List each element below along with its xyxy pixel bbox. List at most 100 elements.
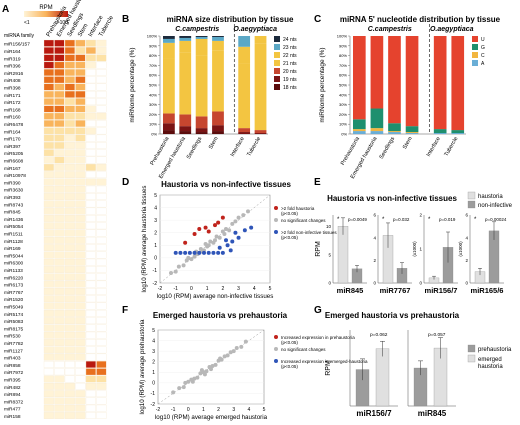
scatter-point-gray bbox=[218, 356, 223, 361]
heatmap-cell bbox=[75, 178, 86, 186]
p-value-label: p=0.019 bbox=[439, 217, 456, 222]
panel-g: G Emerged haustoria vs prehaustoria preh… bbox=[314, 305, 512, 418]
y-tick-label: 50% bbox=[149, 83, 157, 88]
heatmap-cell bbox=[43, 353, 54, 361]
y-axis-label: log10 (RPM) average prehaustoria bbox=[139, 319, 146, 414]
stacked-bar-segment bbox=[195, 132, 208, 134]
y-tick-label: -2 bbox=[153, 281, 158, 287]
heatmap-cell bbox=[64, 258, 75, 266]
stacked-bar-segment bbox=[179, 37, 192, 41]
heatmap-cell bbox=[85, 339, 96, 346]
heatmap-cell bbox=[96, 258, 107, 266]
heatmap-cell bbox=[64, 368, 75, 376]
scatter-point-gray bbox=[202, 372, 207, 377]
heatmap-cell bbox=[43, 215, 54, 222]
heatmap-cell bbox=[96, 412, 107, 419]
legend-label: 19 nts bbox=[283, 77, 297, 83]
heatmap-row-label: miR168 bbox=[4, 107, 21, 113]
heatmap-cell bbox=[64, 39, 75, 47]
scatter-point-gray bbox=[243, 339, 248, 344]
heatmap-cell bbox=[43, 390, 54, 398]
heatmap-cell bbox=[75, 207, 86, 215]
heatmap-cell bbox=[96, 83, 107, 91]
heatmap-row-label: miR5174 bbox=[4, 312, 24, 318]
heatmap-cell bbox=[43, 149, 54, 157]
y-tick-label: -2 bbox=[151, 402, 156, 408]
heatmap-cell bbox=[64, 280, 75, 288]
heatmap-cell bbox=[96, 375, 107, 383]
y-tick-label: 70% bbox=[149, 63, 157, 68]
stacked-bar-segment bbox=[370, 108, 384, 129]
heatmap-cell bbox=[64, 397, 75, 405]
heatmap-cell bbox=[75, 90, 86, 98]
heatmap-cell bbox=[85, 309, 96, 317]
heatmap-row-label: miR319 bbox=[4, 56, 21, 62]
heatmap-cell bbox=[85, 317, 96, 325]
legend-swatch bbox=[467, 200, 476, 209]
heatmap-cell bbox=[43, 236, 54, 244]
heatmap-cell bbox=[75, 302, 86, 310]
y-tick-label: -1 bbox=[153, 268, 158, 274]
heatmap-cell bbox=[85, 178, 96, 186]
scatter-point-red bbox=[192, 231, 197, 236]
heatmap-cell bbox=[64, 127, 75, 135]
heatmap-cell bbox=[75, 105, 86, 113]
legend-label: no significant changes bbox=[281, 218, 326, 223]
heatmap-cell bbox=[75, 134, 86, 142]
legend-label: U bbox=[481, 37, 485, 43]
heatmap-cell bbox=[75, 382, 86, 390]
legend-label: non-infective bbox=[478, 203, 513, 209]
scatter-point-gray bbox=[236, 215, 241, 220]
stacked-bar-segment bbox=[195, 128, 208, 133]
heatmap-cell bbox=[64, 412, 75, 419]
heatmap-cell bbox=[54, 397, 65, 405]
heatmap-cell bbox=[75, 54, 86, 62]
heatmap-cell bbox=[96, 266, 107, 273]
heatmap-cell bbox=[64, 193, 75, 200]
heatmap-cell bbox=[64, 112, 75, 120]
heatmap-cell bbox=[64, 120, 75, 127]
heatmap-cell bbox=[85, 171, 96, 179]
heatmap-cell bbox=[75, 346, 86, 354]
scatter-point-blue bbox=[206, 250, 211, 255]
stacked-bar-segment bbox=[179, 126, 192, 132]
heatmap-cell bbox=[75, 215, 86, 222]
heatmap-cell bbox=[43, 346, 54, 354]
x-tick-label: 5 bbox=[263, 407, 266, 413]
heatmap-cell bbox=[96, 368, 107, 376]
heatmap-cell bbox=[96, 273, 107, 281]
heatmap-row-label: miR6478 bbox=[4, 122, 24, 128]
stacked-bar-segment bbox=[179, 40, 192, 53]
heatmap-row-label: miR167 bbox=[4, 166, 21, 172]
x-tick-label: 3 bbox=[232, 407, 235, 413]
stacked-bar-segment bbox=[353, 36, 366, 120]
heatmap-cell bbox=[75, 39, 86, 47]
heatmap-cell bbox=[85, 215, 96, 222]
scatter-point-blue bbox=[230, 239, 235, 244]
heatmap-cell bbox=[64, 185, 75, 193]
panel-f-title: Emerged haustoria vs prehaustoria bbox=[153, 311, 288, 320]
heatmap-cell bbox=[96, 390, 107, 398]
heatmap-cell bbox=[64, 200, 75, 208]
heatmap-cell bbox=[96, 324, 107, 332]
y-tick-label: 3 bbox=[152, 349, 155, 355]
heatmap-cell bbox=[43, 302, 54, 310]
legend-marker bbox=[274, 347, 278, 351]
heatmap-cell bbox=[96, 288, 107, 295]
stacked-bar-segment bbox=[163, 130, 175, 134]
heatmap-row-label: miR845 bbox=[4, 210, 21, 216]
heatmap-cell bbox=[64, 361, 75, 368]
heatmap-cell bbox=[75, 412, 86, 419]
legend-label: C bbox=[481, 53, 485, 59]
panel-d-letter: D bbox=[122, 177, 129, 188]
heatmap-row-label: miR403 bbox=[4, 356, 21, 362]
heatmap-row-label: miR395 bbox=[4, 378, 21, 384]
y-tick-label: 1 bbox=[152, 370, 155, 376]
scatter-point-gray bbox=[214, 234, 219, 239]
heatmap-cell bbox=[96, 127, 107, 135]
heatmap-cell bbox=[96, 185, 107, 193]
heatmap-cell bbox=[85, 134, 96, 142]
heatmap-cell bbox=[85, 273, 96, 281]
scatter-point-blue bbox=[220, 250, 225, 255]
scatter-point-blue bbox=[228, 248, 233, 253]
